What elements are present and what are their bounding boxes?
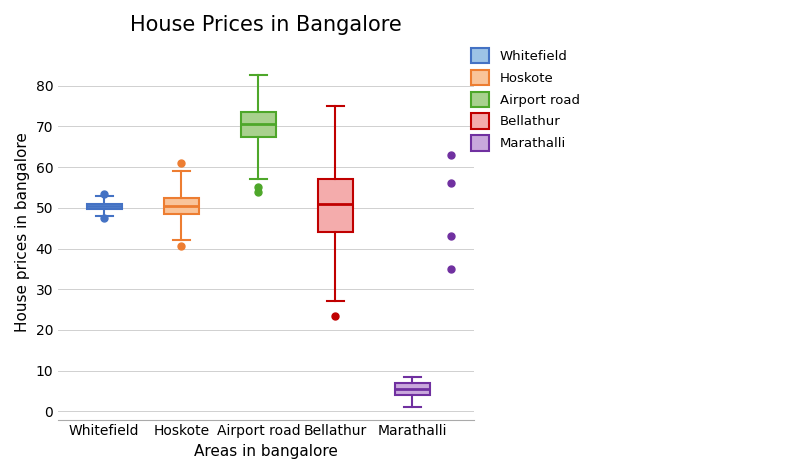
X-axis label: Areas in bangalore: Areas in bangalore	[194, 444, 338, 459]
PathPatch shape	[318, 179, 353, 232]
PathPatch shape	[395, 383, 430, 395]
PathPatch shape	[241, 112, 276, 137]
Legend: Whitefield, Hoskote, Airport road, Bellathur, Marathalli: Whitefield, Hoskote, Airport road, Bella…	[467, 44, 584, 155]
Title: House Prices in Bangalore: House Prices in Bangalore	[130, 15, 402, 35]
Y-axis label: House prices in bangalore: House prices in bangalore	[15, 132, 30, 332]
PathPatch shape	[87, 204, 122, 209]
PathPatch shape	[164, 198, 198, 214]
